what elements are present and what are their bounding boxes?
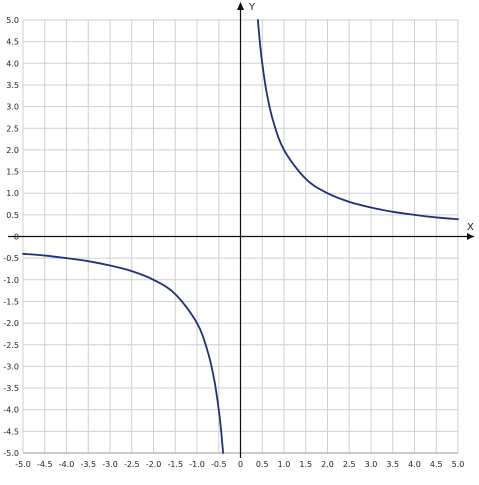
y-tick-label: -3.0 <box>3 362 19 371</box>
y-tick-label: -1.0 <box>3 276 19 285</box>
y-tick-label: -1.5 <box>3 297 19 306</box>
x-axis-label: X <box>467 222 474 233</box>
tick-labels: -5.0 -4.5 -4.0 -3.5 -3.0 -2.5 -2.0 -1.5 -1.0 -0.5… <box>3 16 464 469</box>
y-tick-label: 5.0 <box>6 16 19 25</box>
x-tick-label: 3.0 <box>365 460 378 469</box>
y-tick-label: 0 <box>14 233 19 242</box>
y-tick-label: -2.0 <box>3 319 19 328</box>
x-tick-label: -2.0 <box>146 460 162 469</box>
x-tick-label: -1.0 <box>189 460 205 469</box>
x-tick-label: 5.0 <box>452 460 465 469</box>
y-tick-label: 0.5 <box>6 211 19 220</box>
x-tick-label: -0.5 <box>211 460 227 469</box>
x-tick-label: -1.5 <box>167 460 183 469</box>
y-tick-label: -4.0 <box>3 406 19 415</box>
x-tick-label: -4.5 <box>37 460 53 469</box>
y-tick-label: -4.5 <box>3 427 19 436</box>
y-tick-label: 1.5 <box>6 168 19 177</box>
x-tick-label: -3.0 <box>102 460 118 469</box>
series-line <box>22 252 224 454</box>
y-tick-label: 2.0 <box>6 146 19 155</box>
x-tick-label: 0.5 <box>256 460 269 469</box>
x-tick-label: 2.5 <box>343 460 356 469</box>
y-tick-label: 3.5 <box>6 81 19 90</box>
x-tick-label: 3.5 <box>386 460 399 469</box>
axes <box>8 2 474 458</box>
y-tick-label: 4.0 <box>6 59 19 68</box>
y-tick-label: -5.0 <box>3 449 19 458</box>
x-tick-label: 4.0 <box>408 460 421 469</box>
y-axis-label: Y <box>248 2 256 13</box>
x-tick-label: 1.0 <box>278 460 291 469</box>
y-tick-label: 4.5 <box>6 38 19 47</box>
y-tick-label: 1.0 <box>6 189 19 198</box>
y-tick-label: -2.5 <box>3 341 19 350</box>
x-tick-label: 1.5 <box>299 460 312 469</box>
x-axis-arrow-icon <box>467 233 474 240</box>
y-tick-label: -0.5 <box>3 254 19 263</box>
x-tick-label: -4.0 <box>59 460 75 469</box>
x-tick-label: -2.5 <box>124 460 140 469</box>
x-tick-label: 2.0 <box>321 460 334 469</box>
x-tick-label: -5.0 <box>15 460 31 469</box>
y-tick-label: 3.0 <box>6 103 19 112</box>
y-axis-arrow-icon <box>237 2 244 10</box>
y-tick-label: -3.5 <box>3 384 19 393</box>
series-line <box>257 19 459 221</box>
x-tick-label: 0 <box>238 460 243 469</box>
x-tick-label: -3.5 <box>80 460 96 469</box>
series <box>22 19 459 454</box>
x-tick-label: 4.5 <box>430 460 443 469</box>
y-tick-label: 2.5 <box>6 124 19 133</box>
